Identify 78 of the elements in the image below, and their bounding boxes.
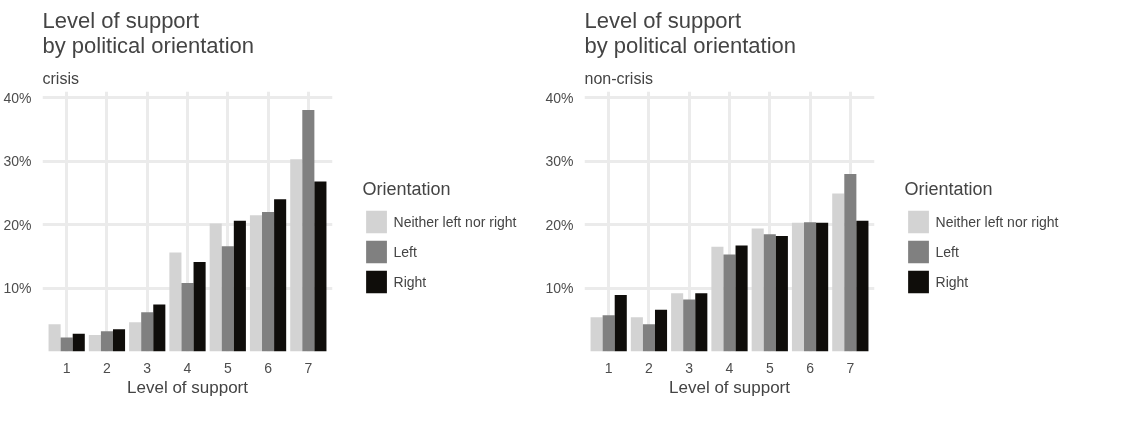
bar — [249, 215, 263, 352]
bar — [72, 333, 85, 352]
bar — [153, 304, 166, 352]
bar — [60, 337, 73, 352]
chart-title: Level of support by political orientation — [42, 7, 255, 58]
chart-title: Level of support by political orientation — [584, 7, 797, 58]
bar — [775, 236, 788, 352]
bar — [590, 317, 603, 352]
bar — [181, 283, 194, 352]
x-tick-label: 3 — [685, 359, 694, 376]
bar — [683, 299, 696, 352]
y-tick-label: 20% — [3, 216, 32, 233]
x-tick-label: 5 — [765, 359, 774, 376]
x-tick-label: 5 — [223, 359, 232, 376]
y-tick-label: 10% — [545, 280, 574, 297]
legend-label: Left — [935, 243, 959, 259]
bar — [695, 293, 708, 352]
bar — [763, 234, 776, 352]
x-tick-label: 4 — [183, 359, 192, 376]
bar — [804, 222, 817, 352]
bar — [844, 173, 857, 352]
bar — [193, 262, 206, 352]
chart-subtitle: non-crisis — [584, 69, 653, 87]
x-tick-label: 7 — [846, 359, 855, 376]
x-axis-title: Level of support — [127, 377, 249, 397]
bar — [233, 220, 246, 352]
bar — [671, 293, 684, 352]
bar — [100, 331, 113, 352]
x-tick-label: 3 — [143, 359, 152, 376]
bar — [735, 245, 748, 352]
legend-label: Neither left nor right — [393, 213, 517, 229]
legend-label: Right — [935, 273, 969, 289]
legend-label: Left — [393, 243, 417, 259]
bar — [654, 309, 668, 352]
x-tick-label: 1 — [604, 359, 613, 376]
bar — [791, 222, 805, 352]
legend-label: Right — [393, 273, 427, 289]
y-tick-label: 10% — [3, 280, 32, 297]
bar — [642, 324, 655, 352]
bar — [290, 159, 303, 352]
bar — [112, 329, 126, 352]
x-tick-label: 7 — [304, 359, 313, 376]
bar — [274, 199, 287, 352]
bar — [262, 211, 275, 352]
x-tick-label: 6 — [806, 359, 815, 376]
legend-title: Orientation — [904, 178, 994, 199]
y-tick-label: 30% — [545, 153, 574, 170]
bar — [221, 246, 234, 352]
bar — [129, 322, 142, 352]
bar — [723, 254, 736, 352]
bar — [816, 222, 829, 352]
bar — [630, 317, 643, 352]
bar — [711, 246, 724, 352]
bar — [141, 312, 154, 352]
bar — [856, 220, 869, 352]
bar — [169, 252, 182, 352]
bar — [48, 324, 61, 352]
x-axis-title: Level of support — [669, 377, 791, 397]
bar — [614, 295, 627, 352]
x-tick-label: 2 — [103, 359, 112, 376]
bar — [832, 193, 845, 352]
legend-title: Orientation — [362, 178, 452, 199]
bar — [314, 181, 327, 352]
x-tick-label: 6 — [264, 359, 273, 376]
y-tick-label: 40% — [545, 89, 574, 106]
y-tick-label: 20% — [545, 216, 574, 233]
bar — [302, 109, 315, 352]
bar — [751, 228, 764, 352]
x-tick-label: 2 — [645, 359, 654, 376]
x-tick-label: 1 — [62, 359, 71, 376]
chart-subtitle: crisis — [42, 69, 79, 87]
y-tick-label: 30% — [3, 153, 32, 170]
bar — [602, 315, 615, 352]
legend-label: Neither left nor right — [935, 213, 1059, 229]
bar — [209, 223, 222, 352]
y-tick-label: 40% — [3, 89, 32, 106]
bar — [88, 335, 101, 352]
x-tick-label: 4 — [725, 359, 734, 376]
